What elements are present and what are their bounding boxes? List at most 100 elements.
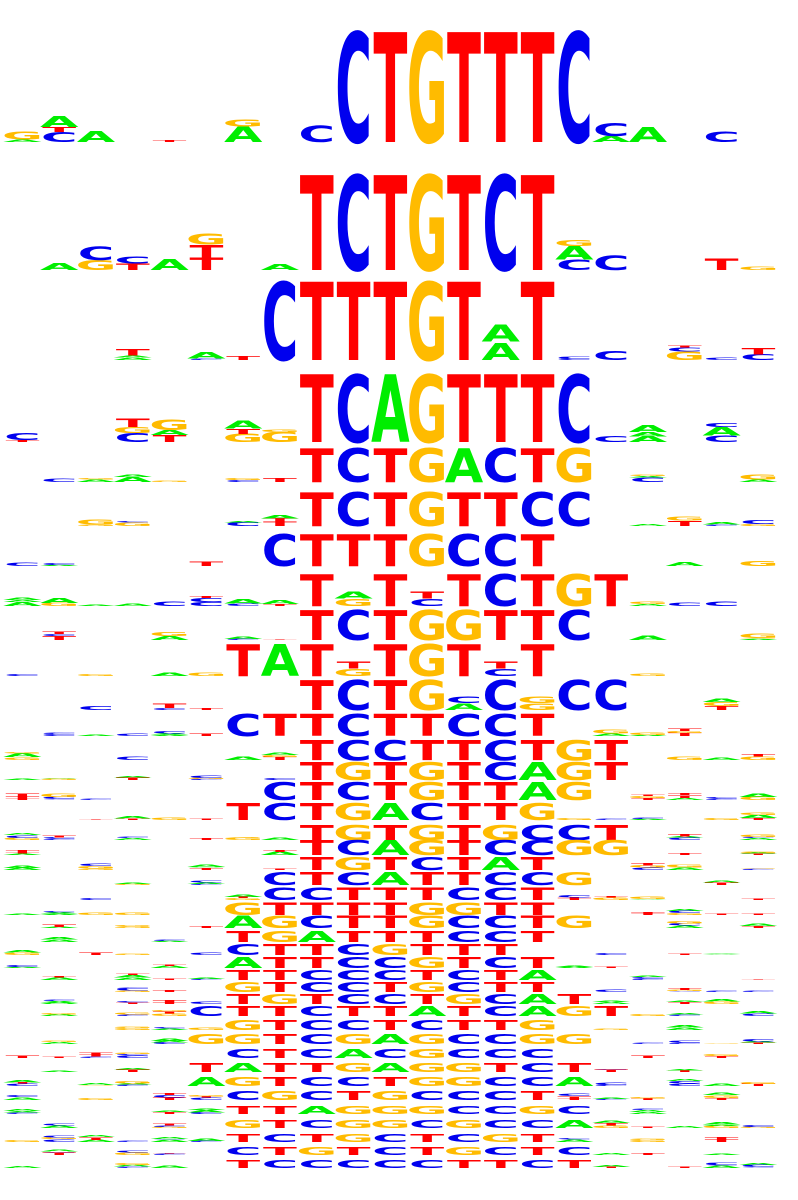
- logo-letter: T: [484, 900, 519, 919]
- logo-letter: T: [521, 356, 555, 465]
- logo-letter: T: [447, 941, 481, 959]
- logo-letter: G: [628, 1097, 669, 1099]
- logo-letter: T: [263, 1046, 297, 1061]
- logo-letter: G: [407, 1060, 448, 1075]
- logo-letter: T: [189, 819, 223, 820]
- logo-letter: T: [668, 954, 702, 956]
- logo-letter: T: [300, 758, 334, 786]
- logo-letter: G: [701, 1043, 742, 1044]
- logo-letter: T: [226, 799, 261, 826]
- logo-letter: C: [115, 837, 151, 839]
- logo-letter: T: [631, 1055, 665, 1059]
- logo-letter: C: [115, 1001, 151, 1003]
- logo-letter: A: [702, 757, 742, 761]
- logo-letter: A: [40, 778, 80, 779]
- logo-letter: C: [151, 1153, 187, 1155]
- logo-letter: T: [447, 735, 482, 766]
- logo-letter: T: [226, 428, 260, 436]
- logo-letter: T: [153, 434, 188, 445]
- logo-letter: C: [667, 991, 703, 992]
- logo-letter: T: [741, 853, 775, 855]
- logo-letter: T: [337, 1145, 372, 1157]
- logo-letter: T: [484, 1017, 518, 1033]
- logo-letter: T: [79, 1136, 113, 1140]
- logo-letter: T: [189, 926, 223, 929]
- logo-letter: A: [298, 928, 337, 946]
- logo-letter: C: [372, 735, 408, 766]
- logo-letter: G: [407, 261, 448, 385]
- logo-letter: C: [483, 708, 519, 743]
- logo-letter: T: [521, 708, 555, 743]
- logo-letter: A: [40, 1071, 80, 1073]
- logo-letter: G: [628, 1139, 669, 1141]
- logo-letter: C: [483, 1003, 519, 1019]
- logo-letter: C: [262, 799, 298, 826]
- logo-letter: T: [226, 928, 260, 946]
- logo-letter: A: [702, 953, 742, 954]
- logo-letter: G: [223, 897, 264, 900]
- logo-letter: A: [261, 751, 300, 755]
- logo-letter: G: [444, 900, 485, 919]
- logo-letter: G: [333, 597, 374, 608]
- logo-letter: C: [115, 988, 151, 991]
- logo-letter: A: [555, 1139, 594, 1143]
- logo-letter: G: [591, 729, 632, 735]
- logo-letter: T: [705, 705, 739, 711]
- logo-letter: T: [79, 952, 113, 956]
- logo-letter: C: [446, 979, 482, 995]
- logo-letter: C: [409, 799, 445, 826]
- logo-letter: G: [738, 851, 779, 853]
- logo-letter: G: [76, 524, 117, 526]
- logo-letter: T: [521, 4, 555, 179]
- logo-letter: G: [628, 1014, 669, 1017]
- logo-letter: T: [189, 733, 223, 737]
- logo-letter: G: [701, 1094, 742, 1098]
- logo-letter: C: [188, 1003, 224, 1019]
- logo-letter: T: [42, 1152, 76, 1156]
- logo-letter: T: [594, 821, 628, 845]
- logo-letter: G: [370, 941, 411, 959]
- logo-letter: T: [226, 967, 260, 983]
- logo-letter: T: [373, 1017, 407, 1033]
- logo-letter: C: [556, 358, 592, 361]
- logo-letter: C: [446, 928, 482, 946]
- logo-letter: T: [300, 637, 334, 688]
- logo-letter: G: [112, 990, 153, 992]
- logo-letter: G: [186, 231, 227, 248]
- logo-letter: G: [76, 478, 117, 480]
- logo-letter: T: [263, 1031, 297, 1047]
- logo-letter: T: [300, 868, 335, 889]
- logo-letter: G: [333, 667, 374, 678]
- logo-letter: T: [263, 756, 297, 761]
- logo-letter: G: [738, 473, 779, 481]
- logo-letter: C: [151, 940, 187, 942]
- logo-letter: G: [186, 1027, 227, 1031]
- logo-letter: T: [153, 990, 187, 993]
- logo-letter: T: [337, 1003, 371, 1019]
- logo-letter: T: [484, 483, 518, 537]
- logo-letter: T: [447, 4, 481, 179]
- logo-letter: C: [262, 885, 298, 904]
- logo-letter: G: [738, 524, 779, 527]
- logo-letter: G: [186, 1095, 227, 1097]
- logo-letter: G: [664, 913, 705, 916]
- logo-letter: A: [518, 1003, 558, 1019]
- logo-letter: C: [262, 1158, 298, 1170]
- logo-letter: G: [149, 1010, 190, 1012]
- logo-letter: A: [40, 937, 80, 941]
- logo-letter: A: [150, 965, 190, 969]
- logo-letter: T: [741, 346, 776, 357]
- logo-letter: C: [299, 1158, 335, 1170]
- logo-letter: A: [371, 868, 410, 889]
- logo-letter: C: [703, 601, 739, 608]
- logo-letter: G: [76, 1098, 117, 1101]
- logo-letter: A: [40, 113, 79, 131]
- logo-letter: A: [629, 524, 669, 527]
- logo-letter: A: [592, 733, 631, 737]
- logo-letter: G: [149, 1127, 190, 1129]
- logo-letter: T: [557, 991, 591, 1007]
- logo-letter: C: [151, 1095, 187, 1099]
- logo-letter: G: [628, 1140, 669, 1143]
- logo-letter: C: [115, 1054, 151, 1056]
- logo-letter: T: [153, 999, 187, 1003]
